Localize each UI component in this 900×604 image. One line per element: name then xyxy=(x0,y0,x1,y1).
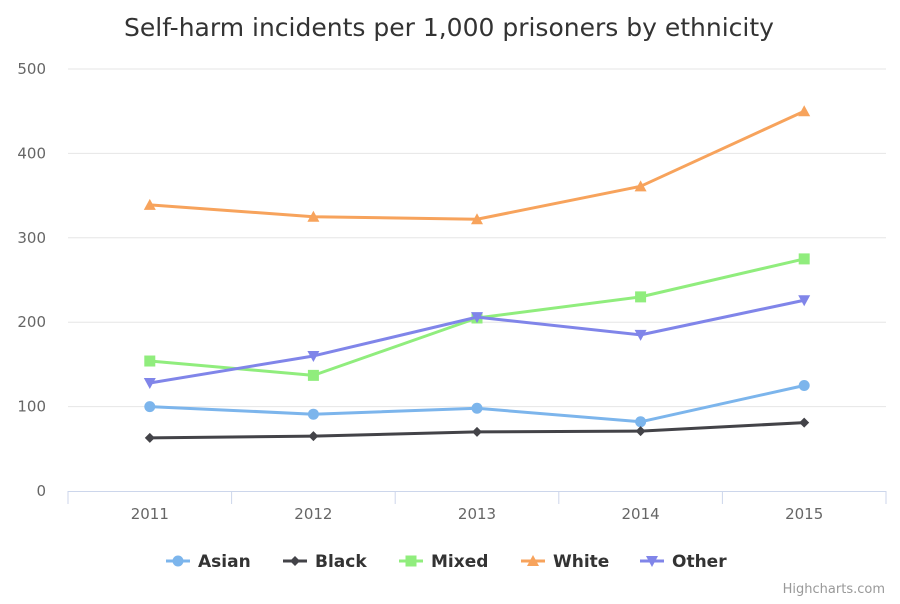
data-point-asian[interactable] xyxy=(798,380,810,391)
credits-link[interactable]: Highcharts.com xyxy=(783,582,885,597)
legend-item-white[interactable]: White xyxy=(521,552,609,572)
series-black xyxy=(144,417,810,443)
x-tick-label: 2013 xyxy=(458,505,496,523)
data-point-other[interactable] xyxy=(634,329,647,341)
legend-symbol-mixed xyxy=(405,555,417,567)
data-point-white[interactable] xyxy=(471,213,483,225)
data-point-asian[interactable] xyxy=(307,408,319,420)
data-point-black[interactable] xyxy=(635,426,646,437)
legend-item-other[interactable]: Other xyxy=(640,552,727,572)
data-point-black[interactable] xyxy=(308,431,319,442)
data-point-asian[interactable] xyxy=(471,402,483,414)
data-point-mixed[interactable] xyxy=(798,253,810,265)
legend: Asian Black Mixed White Other xyxy=(166,552,727,572)
legend-symbol-other xyxy=(646,556,658,567)
x-tick-label: 2015 xyxy=(785,505,823,523)
legend-item-asian[interactable]: Asian xyxy=(166,552,251,572)
data-point-black[interactable] xyxy=(472,426,482,437)
data-point-white[interactable] xyxy=(307,210,320,222)
legend-label-other: Other xyxy=(672,552,727,572)
x-tick-label: 2011 xyxy=(131,505,169,523)
legend-symbol-asian xyxy=(172,555,184,567)
y-tick-label: 300 xyxy=(17,229,46,247)
y-tick-label: 400 xyxy=(17,144,46,162)
data-point-black[interactable] xyxy=(799,417,810,428)
data-point-mixed[interactable] xyxy=(307,369,319,381)
data-point-mixed[interactable] xyxy=(144,355,156,367)
legend-symbol-black xyxy=(290,556,300,566)
data-point-white[interactable] xyxy=(798,105,811,117)
data-point-white[interactable] xyxy=(143,198,156,210)
x-axis: 2011 2012 2013 2014 2015 xyxy=(67,491,887,523)
series-other xyxy=(143,295,811,389)
legend-label-asian: Asian xyxy=(198,552,251,572)
legend-label-white: White xyxy=(553,552,609,572)
y-axis: 0 100 200 300 400 500 xyxy=(17,60,46,500)
legend-symbol-white xyxy=(527,555,539,566)
data-point-other[interactable] xyxy=(143,377,156,389)
legend-label-mixed: Mixed xyxy=(431,552,488,572)
y-tick-label: 0 xyxy=(36,482,46,500)
x-tick-label: 2014 xyxy=(622,505,660,523)
data-point-other[interactable] xyxy=(307,350,320,362)
x-tick-label: 2012 xyxy=(294,505,332,523)
legend-item-mixed[interactable]: Mixed xyxy=(399,552,488,572)
series-white xyxy=(143,105,811,225)
legend-label-black: Black xyxy=(315,552,367,572)
data-point-other[interactable] xyxy=(798,295,811,307)
chart-title: Self-harm incidents per 1,000 prisoners … xyxy=(124,13,774,42)
data-point-asian[interactable] xyxy=(144,401,156,413)
series-asian xyxy=(144,380,810,428)
data-point-white[interactable] xyxy=(634,180,647,192)
data-point-other[interactable] xyxy=(471,312,483,324)
series-group xyxy=(143,105,811,443)
legend-item-black[interactable]: Black xyxy=(283,552,367,572)
data-point-asian[interactable] xyxy=(635,416,647,428)
data-point-mixed[interactable] xyxy=(635,291,647,303)
data-point-black[interactable] xyxy=(144,432,155,443)
y-tick-label: 200 xyxy=(17,313,46,331)
y-tick-label: 100 xyxy=(17,398,46,416)
y-tick-label: 500 xyxy=(17,60,46,78)
